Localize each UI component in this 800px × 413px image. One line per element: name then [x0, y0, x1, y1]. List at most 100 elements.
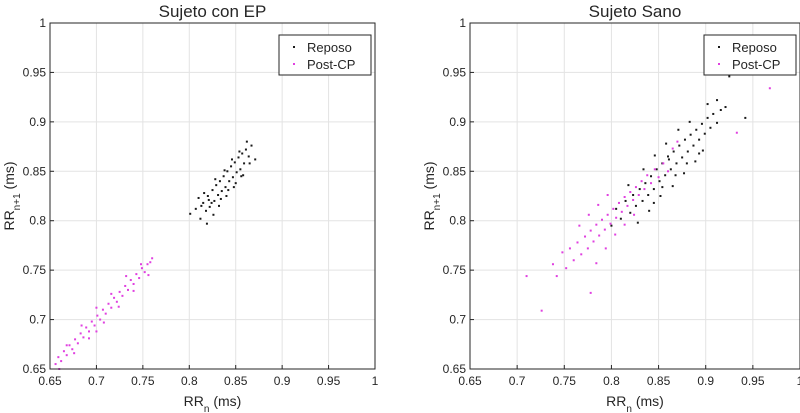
data-point	[151, 257, 154, 260]
data-point	[655, 168, 658, 171]
chart-panel-2: 0.65 0.7 0.75 0.8 0.85 0.9 0.95 1 0.65 0.7 0.75 0.8…	[421, 2, 800, 413]
data-point	[65, 354, 68, 357]
data-point	[636, 221, 639, 224]
data-point	[648, 209, 651, 212]
data-point	[95, 330, 98, 333]
data-point	[235, 171, 238, 174]
data-point	[610, 224, 613, 227]
data-point	[240, 175, 243, 178]
series-reposo	[610, 75, 747, 227]
x-tick-label: 0.85	[647, 374, 671, 388]
data-point	[57, 356, 60, 359]
series-reposo	[189, 140, 257, 225]
data-point	[672, 150, 675, 153]
y-axis-label-unit: (ms)	[421, 161, 437, 193]
data-point	[224, 186, 227, 189]
legend-marker	[718, 63, 720, 65]
data-point	[703, 132, 706, 135]
data-point	[667, 155, 669, 158]
y-axis-label: RRn+1 (ms)	[421, 161, 443, 230]
x-axis-label: RRn (ms)	[606, 393, 664, 413]
legend: Reposo Post-CP	[703, 34, 797, 76]
data-point	[230, 165, 233, 168]
data-point	[627, 184, 630, 187]
x-tick-label: 1	[797, 374, 800, 388]
data-point	[85, 326, 88, 329]
data-point	[555, 275, 558, 278]
x-axis-label-sub: n	[626, 404, 632, 413]
data-point	[646, 174, 649, 177]
data-point	[685, 162, 688, 165]
data-point	[143, 271, 146, 274]
x-axis-label-main: RR	[184, 393, 204, 409]
y-tick-label: 0.95	[23, 65, 47, 79]
data-point	[641, 199, 644, 202]
data-point	[231, 158, 233, 161]
data-point	[243, 162, 246, 165]
data-point	[643, 188, 646, 191]
data-point	[677, 128, 680, 131]
y-tick-label: 0.85	[23, 164, 47, 178]
data-point	[665, 142, 668, 145]
data-point	[247, 155, 250, 158]
legend-box	[703, 34, 797, 76]
data-point	[604, 247, 607, 250]
data-point	[135, 273, 138, 276]
data-point	[653, 154, 656, 157]
data-point	[612, 207, 615, 210]
data-point	[101, 308, 104, 311]
data-point	[146, 263, 149, 266]
y-tick-label: 0.85	[443, 164, 467, 178]
legend-label: Post-CP	[307, 57, 355, 72]
data-point	[207, 198, 210, 201]
data-point	[671, 185, 674, 188]
data-point	[632, 198, 635, 201]
data-point	[652, 201, 655, 204]
x-axis-label-main: RR	[606, 393, 626, 409]
y-tick-label: 0.8	[449, 214, 466, 228]
data-point	[606, 213, 609, 216]
legend-label: Post-CP	[732, 57, 780, 72]
data-point	[620, 210, 623, 213]
data-point	[692, 144, 695, 147]
x-axis-label-sub: n	[204, 404, 210, 413]
data-point	[82, 336, 85, 339]
data-point	[138, 277, 141, 280]
data-point	[220, 190, 223, 193]
data-point	[633, 213, 636, 216]
data-point	[102, 321, 105, 324]
data-point	[80, 324, 83, 327]
data-point	[76, 342, 79, 345]
chart-panel-1: 0.65 0.7 0.75 0.8 0.85 0.9 0.95 1 0.65 0.7 0.75 0.8…	[1, 2, 379, 413]
x-tick-label: 0.85	[224, 374, 248, 388]
data-point	[237, 156, 240, 159]
data-point	[669, 168, 672, 171]
x-tick-label: 0.8	[603, 374, 620, 388]
data-point	[140, 267, 143, 270]
data-point	[124, 284, 127, 287]
data-point	[88, 330, 90, 333]
data-point	[601, 218, 603, 221]
data-point	[213, 199, 216, 202]
data-point	[716, 99, 719, 102]
x-tick-label: 0.9	[697, 374, 714, 388]
data-point	[117, 305, 120, 308]
data-point	[638, 188, 641, 191]
data-point	[99, 318, 102, 321]
data-point	[149, 261, 152, 264]
y-tick-label: 0.75	[443, 263, 467, 277]
data-point	[90, 320, 93, 323]
data-point	[241, 152, 244, 155]
data-point	[110, 292, 113, 295]
data-point	[598, 234, 601, 237]
data-point	[664, 174, 667, 177]
data-point	[215, 184, 218, 187]
data-point	[210, 201, 213, 204]
data-point	[768, 87, 771, 90]
data-point	[125, 275, 128, 278]
y-tick-label: 0.9	[29, 115, 46, 129]
data-point	[244, 148, 247, 151]
data-point	[79, 332, 82, 335]
data-point	[637, 194, 640, 197]
